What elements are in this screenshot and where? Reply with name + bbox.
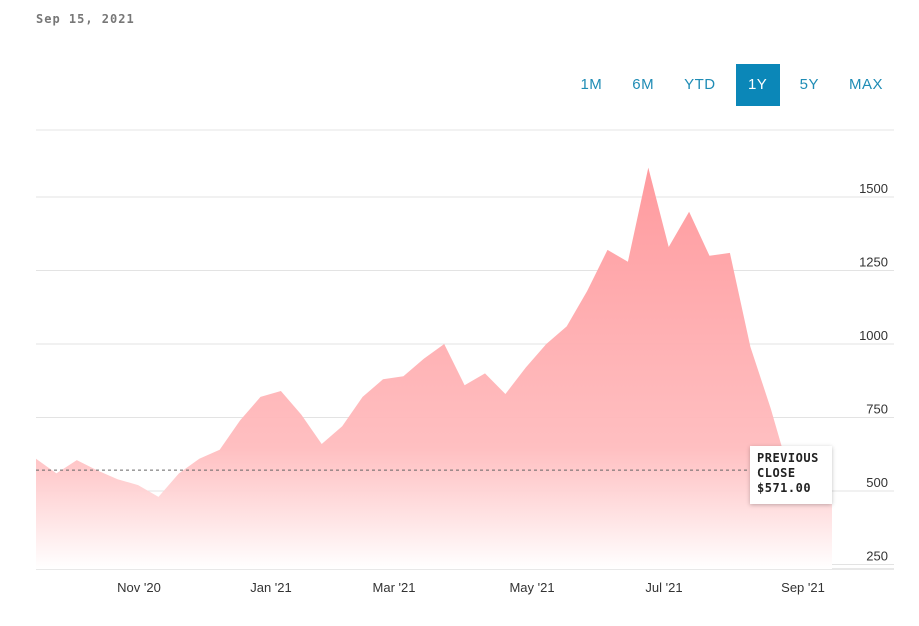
y-tick-label: 1250 (859, 255, 888, 270)
tooltip-label-line2: CLOSE (757, 466, 796, 480)
previous-close-tooltip: PREVIOUS CLOSE $571.00 (750, 446, 832, 504)
x-tick-label: Jul '21 (645, 580, 682, 595)
tooltip-label-line1: PREVIOUS (757, 451, 819, 465)
range-1y-button[interactable]: 1Y (735, 64, 780, 106)
price-area (36, 167, 832, 569)
x-tick-label: May '21 (509, 580, 554, 595)
y-tick-label: 250 (866, 549, 888, 564)
range-5y-button[interactable]: 5Y (799, 76, 819, 93)
date-label: Sep 15, 2021 (36, 12, 135, 26)
range-ytd-button[interactable]: YTD (684, 76, 716, 93)
y-tick-label: 1500 (859, 181, 888, 196)
range-max-button[interactable]: MAX (848, 76, 883, 93)
tooltip-value: $571.00 (757, 481, 812, 495)
x-tick-label: Mar '21 (373, 580, 416, 595)
y-tick-label: 500 (866, 475, 888, 490)
range-selector: 1M 6M YTD 1Y 5Y MAX (560, 64, 893, 106)
range-6m-button[interactable]: 6M (632, 76, 655, 93)
y-tick-label: 1000 (859, 328, 888, 343)
x-tick-label: Sep '21 (781, 580, 825, 595)
y-tick-label: 750 (866, 402, 888, 417)
x-tick-label: Nov '20 (117, 580, 161, 595)
x-tick-label: Jan '21 (250, 580, 292, 595)
range-1m-button[interactable]: 1M (580, 76, 603, 93)
